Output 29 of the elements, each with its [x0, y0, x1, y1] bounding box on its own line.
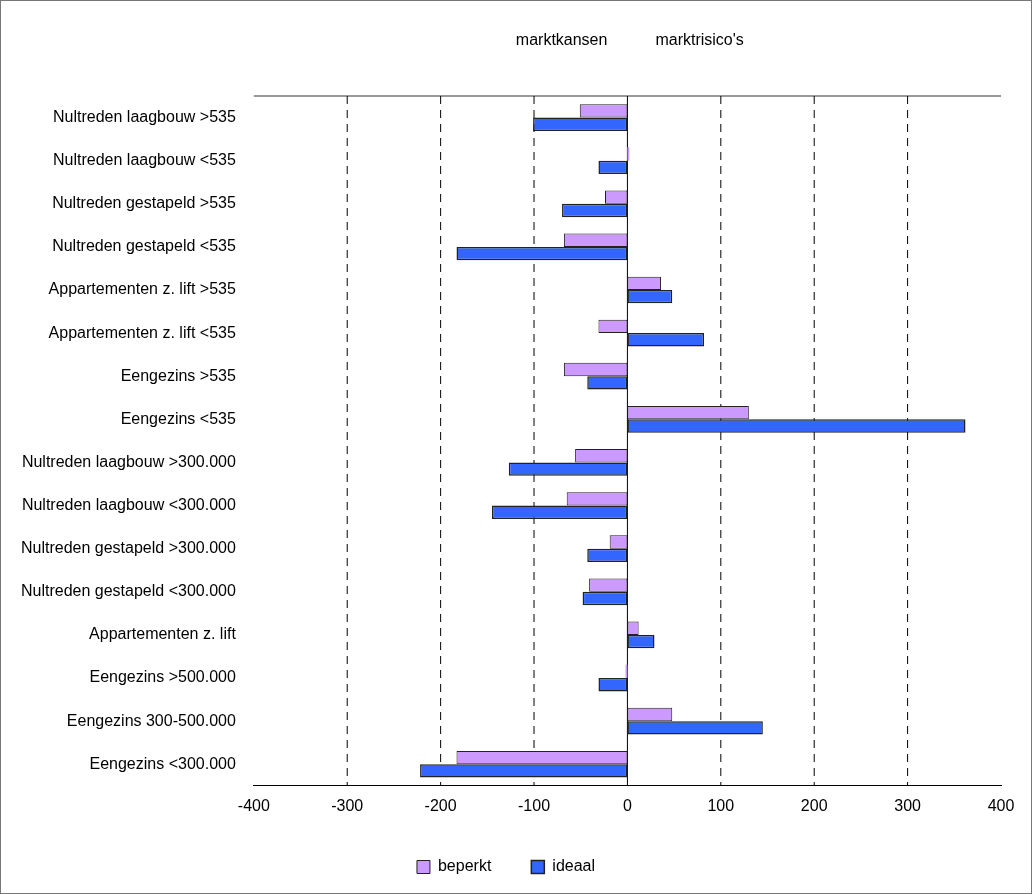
y-tick-label: Appartementen z. lift <535	[48, 323, 236, 341]
text: marktrisico's	[655, 31, 744, 49]
y-tick-label: Nultreden gestapeld >535	[52, 194, 236, 212]
x-tick-label: -200	[424, 796, 457, 814]
x-tick-label: -400	[237, 796, 270, 814]
y-tick-label: Nultreden laagbouw <300.000	[21, 495, 236, 513]
y-tick-label: Eengezins >535	[120, 366, 236, 384]
y-tick-label: Eengezins <535	[120, 409, 236, 427]
x-tick-label: 300	[894, 796, 922, 814]
legend-label: ideaal	[552, 857, 596, 875]
x-tick-label: 400	[987, 796, 1015, 814]
y-tick-label: Nultreden gestapeld >300.000	[20, 539, 236, 557]
x-tick-label: -100	[518, 796, 551, 814]
y-tick-label: Nultreden laagbouw >300.000	[21, 452, 236, 470]
x-tick-label: 0	[622, 796, 632, 814]
y-tick-label: Nultreden laagbouw <535	[53, 151, 236, 169]
y-tick-label: Nultreden laagbouw >535	[53, 107, 236, 125]
y-tick-label: Nultreden gestapeld <300.000	[20, 582, 236, 600]
y-tick-label: Eengezins 300-500.000	[66, 711, 236, 729]
x-tick-label: 200	[800, 796, 828, 814]
text: marktkansen	[515, 31, 608, 49]
legend-label: beperkt	[437, 857, 492, 875]
y-tick-label: Nultreden gestapeld <535	[52, 237, 236, 255]
x-tick-label: -300	[331, 796, 364, 814]
y-tick-label: Appartementen z. lift	[89, 625, 237, 643]
y-tick-label: Eengezins <300.000	[89, 754, 236, 772]
x-tick-label: 100	[707, 796, 735, 814]
y-tick-label: Appartementen z. lift >535	[48, 280, 236, 298]
y-tick-label: Eengezins >500.000	[89, 668, 236, 686]
